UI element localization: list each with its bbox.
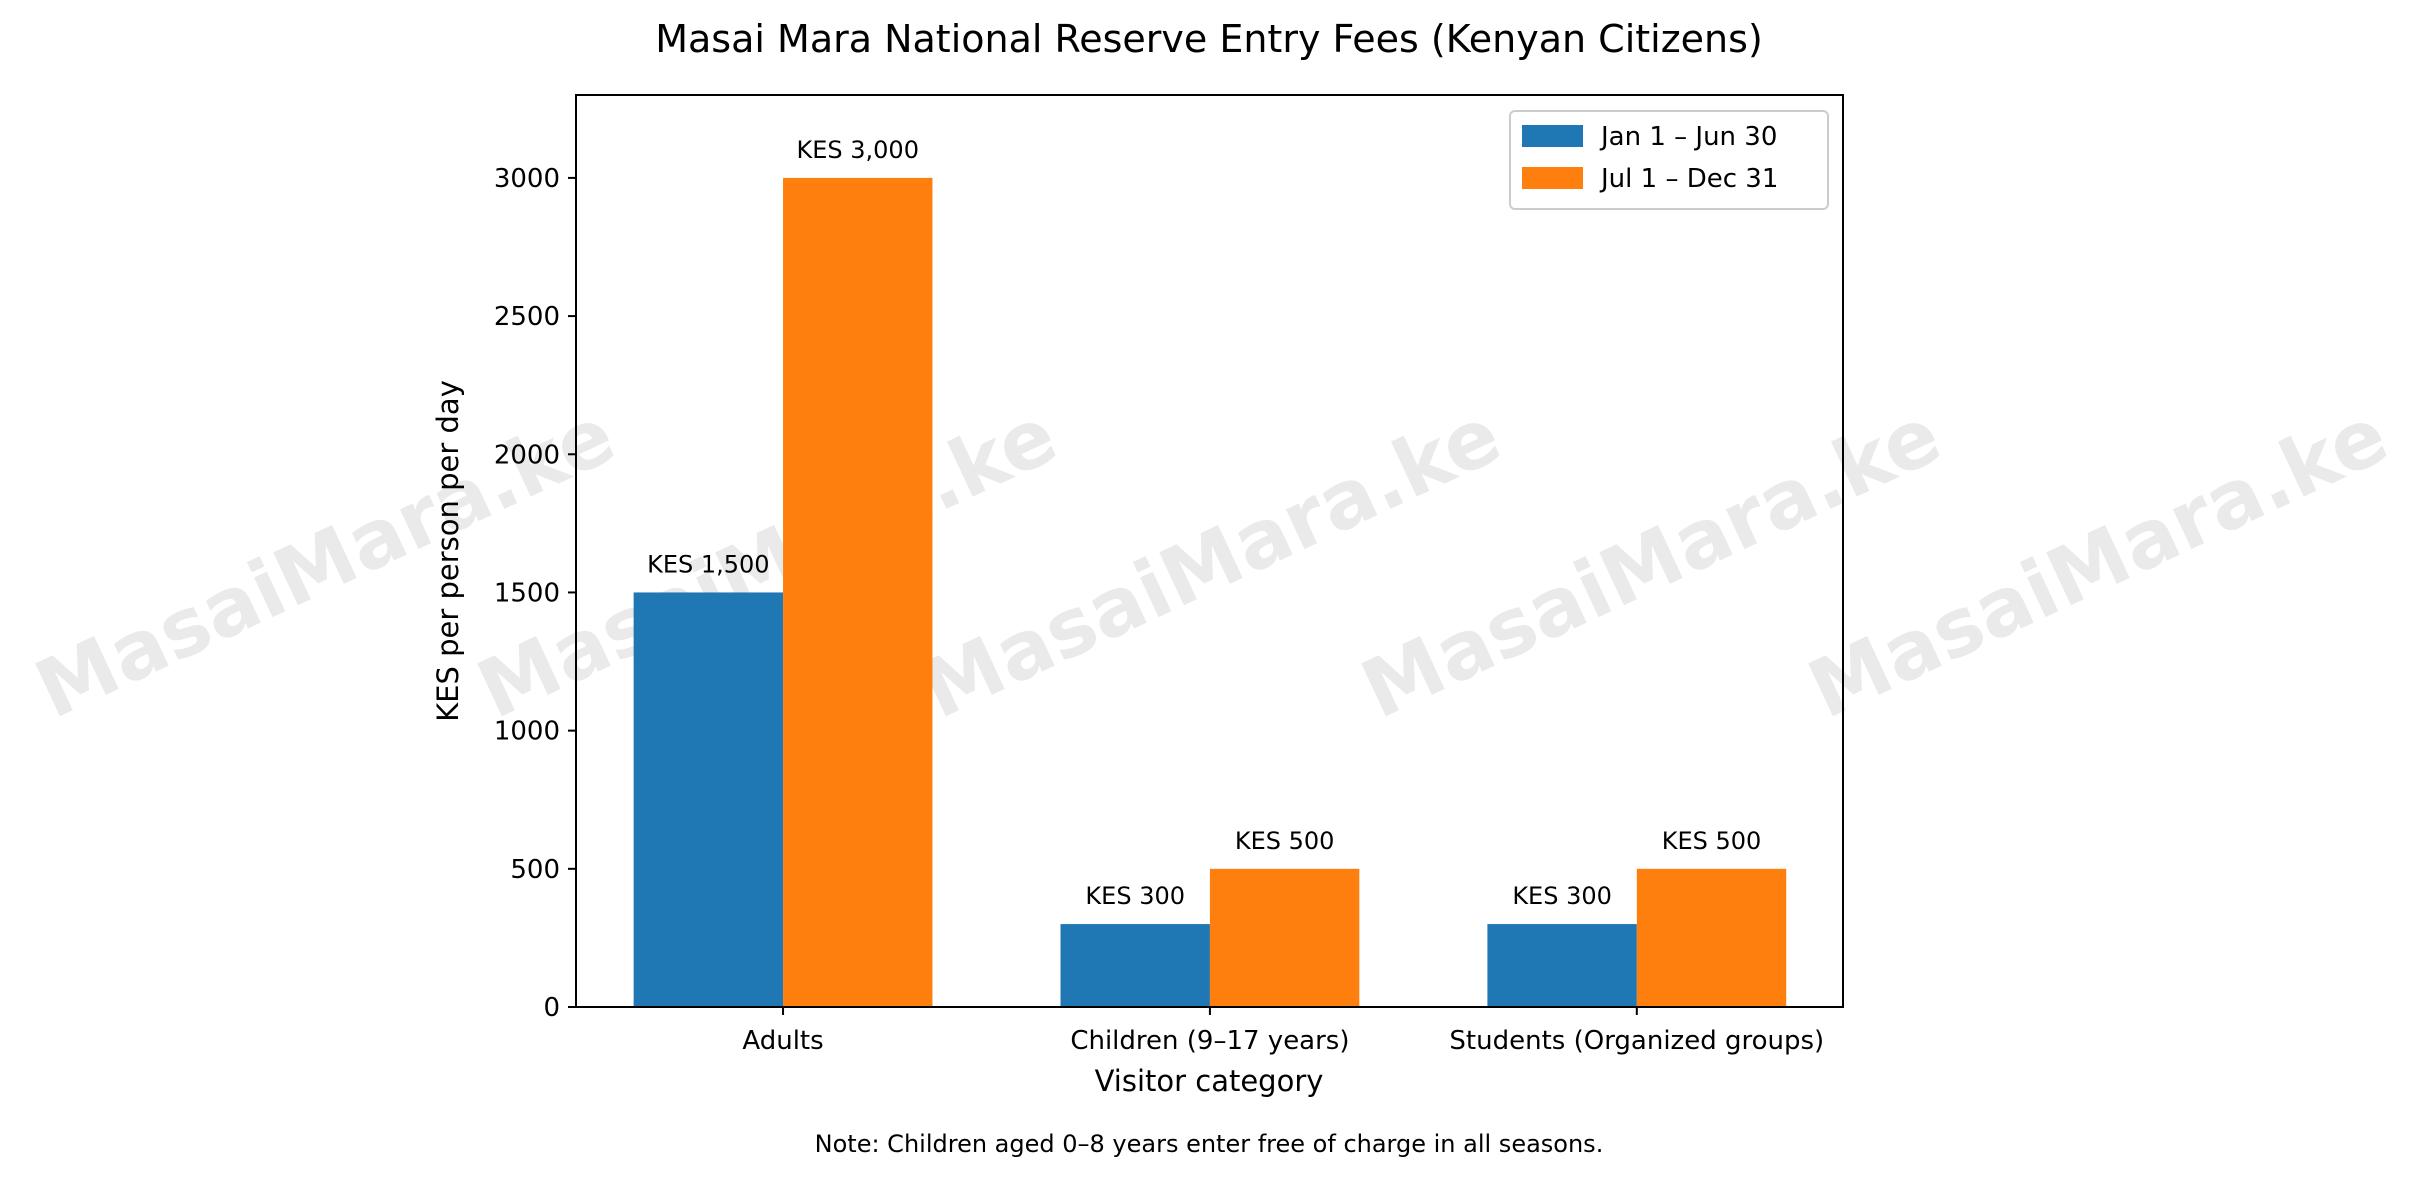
bar-value-label: KES 300 — [1512, 882, 1612, 910]
y-tick-label: 2500 — [494, 302, 560, 332]
bar-value-label: KES 500 — [1235, 827, 1335, 855]
bar — [1209, 868, 1360, 1007]
legend-swatch — [1522, 125, 1583, 147]
x-tick-label: Adults — [742, 1026, 823, 1056]
y-tick-label: 1000 — [494, 717, 560, 747]
bar — [1060, 924, 1210, 1007]
bar — [783, 177, 933, 1008]
bar-value-label: KES 3,000 — [797, 136, 919, 164]
bar — [1636, 868, 1787, 1007]
bar-value-label: KES 500 — [1662, 827, 1762, 855]
x-axis-label: Visitor category — [1095, 1064, 1324, 1098]
legend-swatch — [1522, 167, 1583, 189]
y-tick-label: 2000 — [494, 440, 560, 470]
legend-label: Jul 1 – Dec 31 — [1599, 164, 1778, 194]
x-tick-label: Children (9–17 years) — [1070, 1026, 1349, 1056]
y-tick-label: 0 — [543, 993, 560, 1023]
y-tick-label: 1500 — [494, 578, 560, 608]
legend-box — [1509, 110, 1829, 210]
y-axis-label: KES per person per day — [431, 380, 465, 722]
chart-title: Masai Mara National Reserve Entry Fees (… — [655, 17, 1763, 61]
y-tick-label: 3000 — [494, 164, 560, 194]
plot-area: KES 1,500 KES 300 KES 300 KES 3,000 KES 500 K… — [494, 94, 1844, 1056]
watermarks: MasaiMara.keMasaiMara.keMasaiMara.keMasa… — [22, 388, 2401, 737]
y-tick-label: 500 — [510, 855, 560, 885]
bar-value-label: KES 300 — [1085, 882, 1185, 910]
bar — [633, 592, 784, 1007]
bar-value-label: KES 1,500 — [647, 550, 769, 578]
legend: Jan 1 – Jun 30 Jul 1 – Dec 31 — [1509, 110, 1829, 210]
legend-label: Jan 1 – Jun 30 — [1599, 122, 1777, 152]
bar — [1487, 924, 1637, 1007]
footnote: Note: Children aged 0–8 years enter free… — [815, 1130, 1604, 1158]
x-tick-label: Students (Organized groups) — [1449, 1026, 1824, 1056]
